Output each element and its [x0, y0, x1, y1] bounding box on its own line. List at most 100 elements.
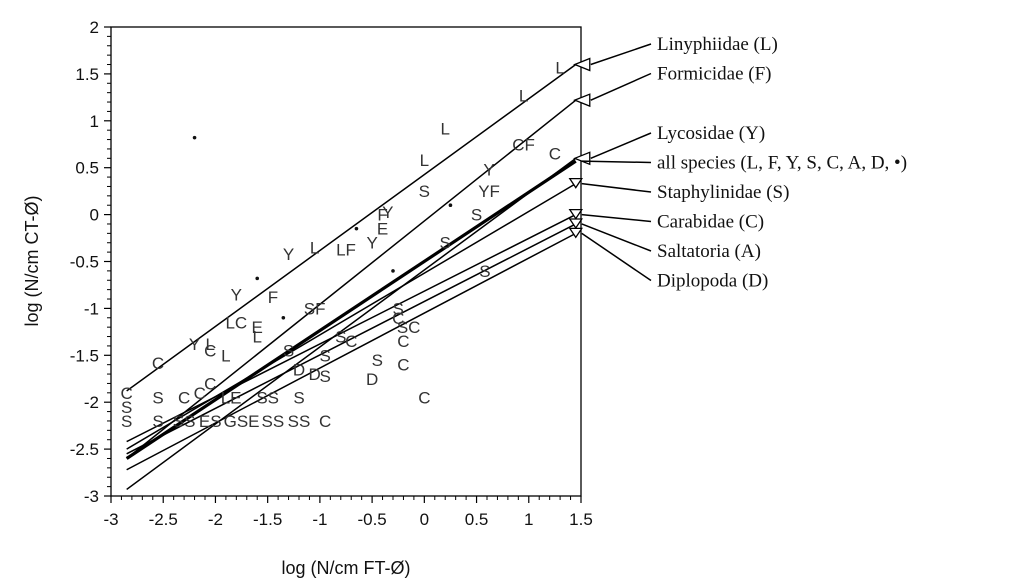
data-point: Y	[366, 234, 377, 253]
legend-label: Formicidae (F)	[657, 64, 772, 85]
legend-label: Carabidae (C)	[657, 212, 764, 233]
data-point: C	[178, 389, 190, 408]
data-point: S	[152, 389, 163, 408]
data-point: S	[372, 351, 383, 370]
legend-leader	[581, 182, 652, 193]
data-point-dot	[391, 269, 395, 273]
legend-leader	[590, 43, 652, 66]
data-point: LC	[225, 313, 247, 332]
x-axis-title: log (N/cm FT-Ø)	[282, 558, 411, 578]
y-tick-label: -2.5	[70, 440, 99, 459]
regression-line	[126, 213, 577, 443]
data-point: C	[397, 332, 409, 351]
data-point: C	[121, 384, 133, 403]
data-point: F	[268, 288, 278, 307]
y-tick-label: -3	[84, 487, 99, 506]
data-point: S	[471, 206, 482, 225]
x-tick-label: 0.5	[465, 510, 489, 529]
x-tick-label: -0.5	[357, 510, 386, 529]
line-end-marker	[573, 93, 591, 108]
data-point: ES	[199, 412, 222, 431]
legend-leader	[581, 223, 652, 252]
data-point: C	[194, 384, 206, 403]
legend-leader	[590, 132, 652, 160]
data-point: F	[377, 206, 387, 225]
regression-line	[126, 157, 577, 491]
data-point: L	[555, 58, 564, 77]
data-point: SF	[304, 299, 326, 318]
y-tick-label: 1	[90, 112, 99, 131]
data-point: S	[152, 412, 163, 431]
data-point: C	[392, 309, 404, 328]
data-point: S	[440, 234, 451, 253]
regression-line	[126, 223, 577, 455]
data-point: S	[121, 398, 132, 417]
line-end-marker	[573, 151, 591, 166]
x-tick-label: -1.5	[253, 510, 282, 529]
data-point: C	[418, 389, 430, 408]
data-point: L	[252, 328, 261, 347]
data-point: SS	[256, 389, 279, 408]
data-point: Y	[231, 285, 242, 304]
data-point: Y	[189, 335, 200, 354]
regression-line	[125, 159, 577, 460]
data-point: D	[366, 370, 378, 389]
line-end-marker	[568, 218, 583, 230]
x-tick-label: -2.5	[149, 510, 178, 529]
data-point: C	[345, 332, 357, 351]
data-point: C	[319, 412, 331, 431]
y-axis: log (N/cm CT-Ø) -3 -2.5 -2 -1.5 -1 -0.5 0 0.5 1 1…	[22, 18, 111, 506]
data-point: S	[319, 346, 330, 365]
data-point: S	[419, 182, 430, 201]
regression-line	[126, 232, 577, 471]
legend-label: Linyphiidae (L)	[657, 34, 778, 55]
legend-label: Saltatoria (A)	[657, 241, 761, 262]
line-end-marker	[573, 57, 591, 72]
data-point: S	[393, 299, 404, 318]
data-point: L	[310, 238, 319, 257]
data-point: YF	[478, 182, 500, 201]
data-point: L	[440, 119, 449, 138]
line-end-marker	[568, 177, 583, 189]
data-point-dot	[281, 315, 286, 320]
data-point: C	[397, 356, 409, 375]
legend-label: Staphylinidae (S)	[657, 182, 789, 203]
data-point: S	[479, 262, 490, 281]
line-end-marker	[568, 227, 583, 239]
y-tick-label: -2	[84, 393, 99, 412]
data-point: Y	[483, 161, 494, 180]
data-point: GSE	[224, 412, 260, 431]
data-point: D	[293, 360, 305, 379]
legend-leader	[581, 232, 652, 282]
data-point: C	[152, 354, 164, 373]
data-point: LE	[221, 389, 242, 408]
data-point: D	[309, 365, 321, 384]
data-point: S	[319, 367, 330, 386]
x-tick-label: 1.5	[569, 510, 593, 529]
data-point-dot	[255, 276, 260, 281]
data-point: S	[283, 342, 294, 361]
regression-lines	[125, 57, 591, 491]
data-point: E	[377, 220, 388, 239]
y-tick-label: -0.5	[70, 253, 99, 272]
data-point: S	[121, 412, 132, 431]
x-tick-label: -3	[103, 510, 118, 529]
y-tick-label: 0	[90, 206, 99, 225]
data-point: S	[293, 389, 304, 408]
line-end-marker	[568, 208, 583, 220]
legend-label: all species (L, F, Y, S, C, A, D, •)	[657, 153, 907, 174]
data-point: C	[204, 342, 216, 361]
y-tick-label: 2	[90, 18, 99, 37]
data-point: SS	[262, 412, 285, 431]
y-tick-label: 0.5	[75, 159, 99, 178]
data-point: SC	[397, 318, 421, 337]
data-point: L	[205, 335, 214, 354]
x-tick-label: -2	[208, 510, 223, 529]
data-point: Y	[382, 203, 393, 222]
legend: Linyphiidae (L) Formicidae (F) Lycosidae (…	[581, 34, 907, 292]
regression-line	[126, 99, 577, 460]
data-point: SS	[173, 412, 196, 431]
data-point-dot	[192, 135, 197, 140]
